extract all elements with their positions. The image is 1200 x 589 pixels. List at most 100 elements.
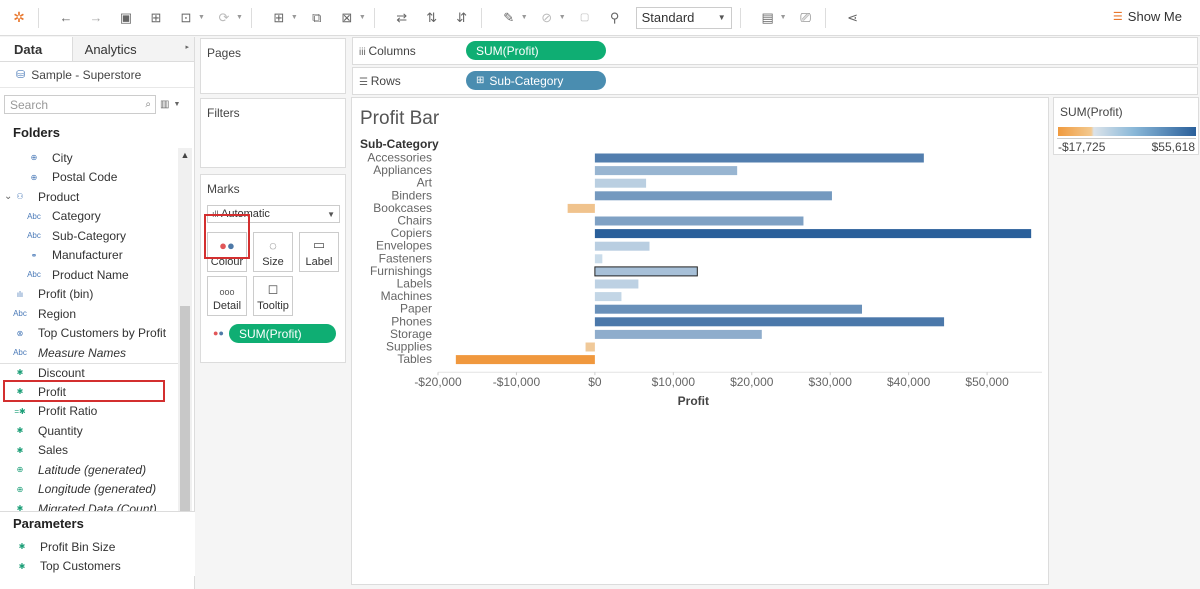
caret-icon[interactable]: ▼: [779, 14, 787, 21]
pages-card[interactable]: Pages: [200, 38, 346, 94]
field-item[interactable]: ⊕ Latitude (generated): [0, 460, 178, 480]
columns-shelf[interactable]: iii Columns SUM(Profit): [352, 37, 1198, 65]
bar[interactable]: [594, 166, 738, 176]
bar[interactable]: [594, 292, 622, 302]
pause-updates-icon[interactable]: ⊡: [180, 9, 192, 25]
scroll-thumb[interactable]: [180, 306, 190, 516]
save-icon[interactable]: ▣: [119, 9, 133, 25]
presentation-icon[interactable]: ⎚: [800, 9, 811, 25]
duplicate-icon[interactable]: ⧉: [312, 9, 322, 25]
show-me-icon: ☰: [1112, 11, 1123, 23]
field-label: Latitude (generated): [38, 462, 147, 477]
columns-pill[interactable]: SUM(Profit): [466, 41, 606, 60]
field-item[interactable]: Abc Sub-Category: [0, 226, 178, 246]
field-list-scrollbar[interactable]: ▲ ▼: [178, 148, 192, 548]
field-item[interactable]: ✱ Discount: [0, 362, 178, 383]
expand-chevron-icon[interactable]: ⌄: [4, 191, 13, 203]
field-item[interactable]: ⊕ Longitude (generated): [0, 480, 178, 500]
parameter-item[interactable]: ✱ Top Customers: [0, 557, 195, 577]
rows-shelf[interactable]: ☰ Rows ⊞ Sub-Category: [352, 67, 1198, 95]
sort-ascending-icon[interactable]: ⇅: [426, 9, 438, 25]
bar[interactable]: [594, 241, 650, 251]
field-item[interactable]: ⊗ Top Customers by Profit: [0, 324, 178, 344]
show-me-button[interactable]: ☰ Show Me: [1113, 9, 1182, 24]
field-item[interactable]: Abc Category: [0, 207, 178, 227]
data-source-row[interactable]: ⛁ Sample - Superstore: [0, 62, 194, 88]
caret-icon[interactable]: ▼: [520, 14, 528, 21]
swap-icon[interactable]: ⇄: [396, 9, 408, 25]
abc-icon: Abc: [13, 348, 27, 358]
field-item[interactable]: ⊕ Postal Code: [0, 168, 178, 188]
size-button[interactable]: ◌ Size: [253, 232, 293, 272]
field-item[interactable]: ✱ Quantity: [0, 421, 178, 441]
colour-label: Colour: [210, 256, 244, 268]
bar[interactable]: [594, 254, 603, 264]
bar[interactable]: [567, 203, 595, 213]
field-label: Product: [38, 189, 80, 204]
labels-icon[interactable]: ▢: [579, 12, 590, 23]
tab-analytics[interactable]: Analytics ▸: [71, 37, 194, 61]
highlight-icon[interactable]: ✎: [503, 9, 515, 25]
bar[interactable]: [594, 178, 647, 188]
field-item[interactable]: ✱ Profit: [0, 382, 178, 402]
bar[interactable]: [594, 216, 804, 226]
fix-axes-icon[interactable]: ⚲: [609, 9, 620, 25]
bar[interactable]: [585, 342, 595, 352]
parameter-item[interactable]: ✱ Profit Bin Size: [0, 537, 195, 557]
clear-sheet-icon[interactable]: ⊠: [341, 9, 353, 25]
legend-color-ramp[interactable]: [1058, 127, 1196, 136]
rows-pill[interactable]: ⊞ Sub-Category: [466, 71, 606, 90]
bar[interactable]: [594, 191, 832, 201]
search-input[interactable]: Search ⌕: [4, 95, 156, 114]
field-label: Region: [38, 306, 77, 321]
new-data-source-icon[interactable]: ⊞: [150, 9, 162, 25]
cards-column: Pages Filters Marks ıll Automatic ▼ ●● C…: [196, 37, 348, 589]
field-item[interactable]: ⚭ Manufacturer: [0, 246, 178, 266]
field-item[interactable]: ⊕ City: [0, 148, 178, 168]
tableau-logo-icon[interactable]: ✲: [13, 9, 25, 25]
redo-icon[interactable]: →: [89, 10, 103, 25]
caret-icon[interactable]: ▼: [558, 14, 566, 21]
bar[interactable]: [594, 329, 762, 339]
bar[interactable]: [594, 279, 639, 289]
colour-button[interactable]: ●● Colour: [207, 232, 247, 272]
undo-icon[interactable]: ←: [59, 10, 73, 25]
view-toggle-icon[interactable]: ▥: [160, 99, 170, 110]
caret-icon[interactable]: ▼: [235, 14, 243, 21]
bar[interactable]: [594, 153, 924, 163]
filters-card[interactable]: Filters: [200, 98, 346, 168]
fit-select[interactable]: Standard ▼: [635, 6, 732, 29]
field-item[interactable]: Abc Measure Names: [0, 343, 178, 363]
new-worksheet-icon[interactable]: ⊞: [273, 9, 285, 25]
tab-data[interactable]: Data: [0, 37, 72, 61]
field-item[interactable]: Abc Product Name: [0, 265, 178, 285]
refresh-icon[interactable]: ⟳: [218, 9, 230, 25]
tooltip-button[interactable]: ◻ Tooltip: [253, 276, 293, 316]
caret-icon[interactable]: ▼: [290, 14, 298, 21]
detail-button[interactable]: ooo Detail: [207, 276, 247, 316]
field-item[interactable]: ✱ Sales: [0, 441, 178, 461]
colour-pill[interactable]: SUM(Profit): [229, 324, 336, 343]
bar[interactable]: [455, 355, 595, 365]
bar[interactable]: [594, 229, 1032, 239]
size-icon: ◌: [269, 238, 277, 253]
field-item[interactable]: =✱ Profit Ratio: [0, 402, 178, 422]
caret-icon[interactable]: ▼: [358, 14, 366, 21]
tab-menu-icon[interactable]: ▸: [185, 44, 189, 51]
bar[interactable]: [594, 317, 945, 327]
parameter-label: Profit Bin Size: [40, 539, 116, 554]
field-item[interactable]: ılı Profit (bin): [0, 285, 178, 305]
scroll-up-icon[interactable]: ▲: [180, 150, 190, 160]
share-icon[interactable]: ⋖: [847, 9, 859, 25]
field-item[interactable]: ⌄ ⚇ Product: [0, 187, 178, 207]
group-icon[interactable]: ⊘: [541, 9, 553, 25]
caret-icon[interactable]: ▼: [198, 14, 205, 21]
label-button[interactable]: ▭ Label: [299, 232, 339, 272]
sort-descending-icon[interactable]: ⇵: [456, 9, 468, 25]
field-item[interactable]: Abc Region: [0, 304, 178, 324]
bar[interactable]: [594, 304, 863, 314]
category-label: Copiers: [391, 226, 432, 240]
show-cards-icon[interactable]: ▤: [761, 9, 774, 25]
bar[interactable]: [594, 266, 698, 277]
pane-menu-icon[interactable]: ▼: [173, 101, 181, 108]
